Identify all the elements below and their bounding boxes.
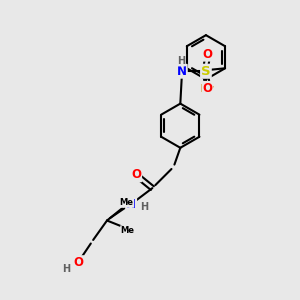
Text: H: H (62, 264, 70, 274)
Text: O: O (202, 82, 212, 95)
Text: N: N (126, 198, 136, 211)
Text: S: S (201, 65, 211, 78)
Text: Br: Br (200, 84, 214, 94)
Text: Me: Me (120, 198, 134, 207)
Text: H: H (177, 56, 185, 66)
Text: O: O (74, 256, 83, 269)
Text: N: N (177, 65, 187, 78)
Text: O: O (131, 168, 141, 182)
Text: O: O (202, 48, 212, 61)
Text: Me: Me (121, 226, 135, 235)
Text: H: H (140, 202, 148, 212)
